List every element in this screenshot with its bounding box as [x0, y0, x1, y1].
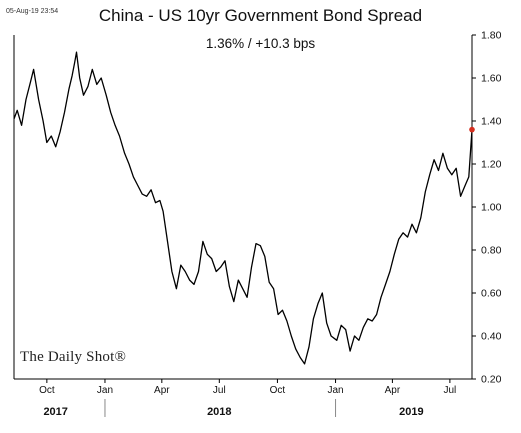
x-tick-label: Jul	[213, 385, 226, 396]
y-tick-label: 0.20	[481, 374, 502, 386]
y-tick-label: 1.60	[481, 73, 502, 85]
x-tick-label: Jan	[327, 385, 343, 396]
x-tick-label: Apr	[154, 385, 170, 396]
year-label: 2018	[207, 406, 231, 418]
x-tick-label: Jan	[97, 385, 113, 396]
year-label: 2017	[43, 406, 67, 418]
x-tick-label: Apr	[385, 385, 401, 396]
y-tick-label: 1.80	[481, 30, 502, 42]
chart-subtitle: 1.36% / +10.3 bps	[205, 36, 316, 51]
brand-logo: The Daily Shot®	[20, 349, 127, 365]
chart-title: China - US 10yr Government Bond Spread	[98, 6, 423, 25]
y-tick-label: 1.00	[481, 202, 502, 214]
last-value-marker	[469, 126, 475, 133]
x-tick-label: Oct	[270, 385, 286, 396]
plot-area	[13, 51, 475, 365]
y-tick-label: 1.20	[481, 159, 502, 171]
y-tick-label: 0.80	[481, 245, 502, 257]
x-tick-label: Jul	[443, 385, 456, 396]
timestamp-label: 05-Aug-19 23:54	[6, 8, 59, 15]
year-label: 2019	[399, 406, 423, 418]
y-tick-label: 1.40	[481, 116, 502, 128]
x-tick-label: Oct	[39, 385, 55, 396]
y-tick-label: 0.60	[481, 288, 502, 300]
chart-axes: 0.20 0.40 0.60 0.80 1.00 1.20 1.40 1.60 1.80 Oct J…	[13, 30, 502, 418]
y-tick-label: 0.40	[481, 331, 502, 343]
spread-series-line	[13, 51, 473, 365]
